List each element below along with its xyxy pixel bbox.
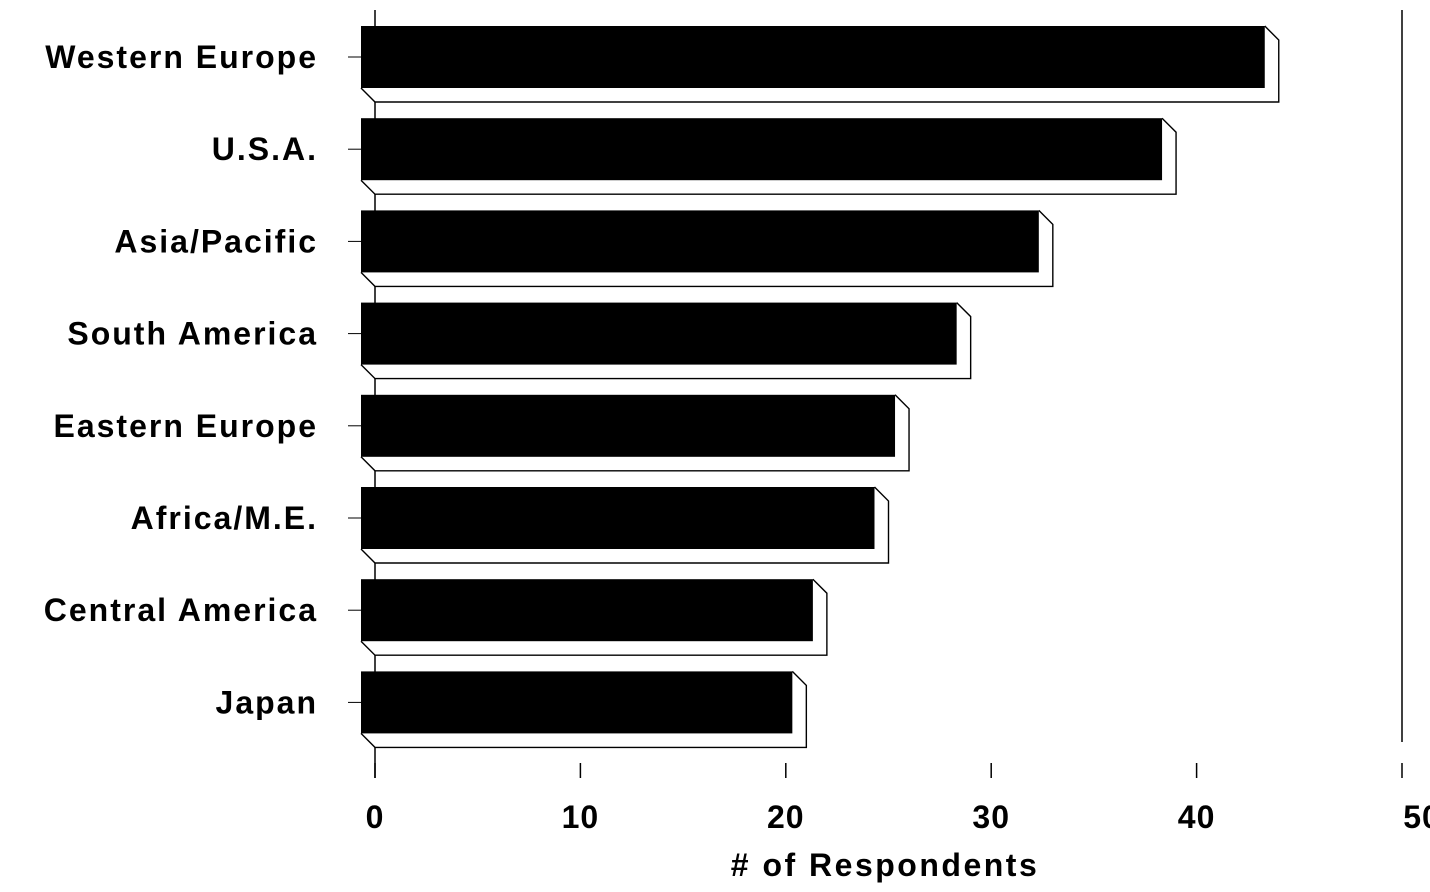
- x-tick-label: 30: [972, 799, 1010, 835]
- category-label: Asia/Pacific: [114, 223, 318, 259]
- x-axis-title: # of Respondents: [731, 847, 1039, 883]
- category-label: U.S.A.: [212, 131, 318, 167]
- bar-group: [360, 25, 1280, 749]
- x-tick-label: 0: [366, 799, 385, 835]
- bar-africa-m-e-: [360, 486, 890, 564]
- x-tick-label: 20: [767, 799, 805, 835]
- bar: [361, 671, 793, 734]
- category-label: Western Europe: [45, 39, 318, 75]
- category-label: Eastern Europe: [53, 408, 318, 444]
- category-label: Japan: [216, 684, 318, 720]
- x-tick-label: 50: [1403, 799, 1430, 835]
- x-tick-label: 10: [562, 799, 600, 835]
- bar-central-america: [360, 578, 828, 656]
- bar: [361, 118, 1163, 181]
- bar: [361, 394, 896, 457]
- bar: [361, 210, 1039, 273]
- category-label: Africa/M.E.: [131, 500, 318, 536]
- bar: [361, 302, 957, 365]
- bar-japan: [360, 670, 808, 749]
- bar: [361, 487, 875, 549]
- bar-asia-pacific: [360, 209, 1054, 288]
- bar: [361, 26, 1265, 88]
- category-label: Central America: [44, 592, 318, 628]
- category-labels: Western Europe U.S.A. Asia/Pacific South Am…: [44, 39, 361, 720]
- bar: [361, 579, 813, 642]
- bar-u-s-a-: [360, 117, 1177, 195]
- bar-south-america: [360, 302, 972, 380]
- category-label: South America: [67, 316, 318, 352]
- x-axis-ticks: 0 10 20 30 40 50: [366, 763, 1430, 835]
- bar-western-europe: [360, 25, 1280, 103]
- bar-eastern-europe: [360, 394, 910, 472]
- x-tick-label: 40: [1178, 799, 1216, 835]
